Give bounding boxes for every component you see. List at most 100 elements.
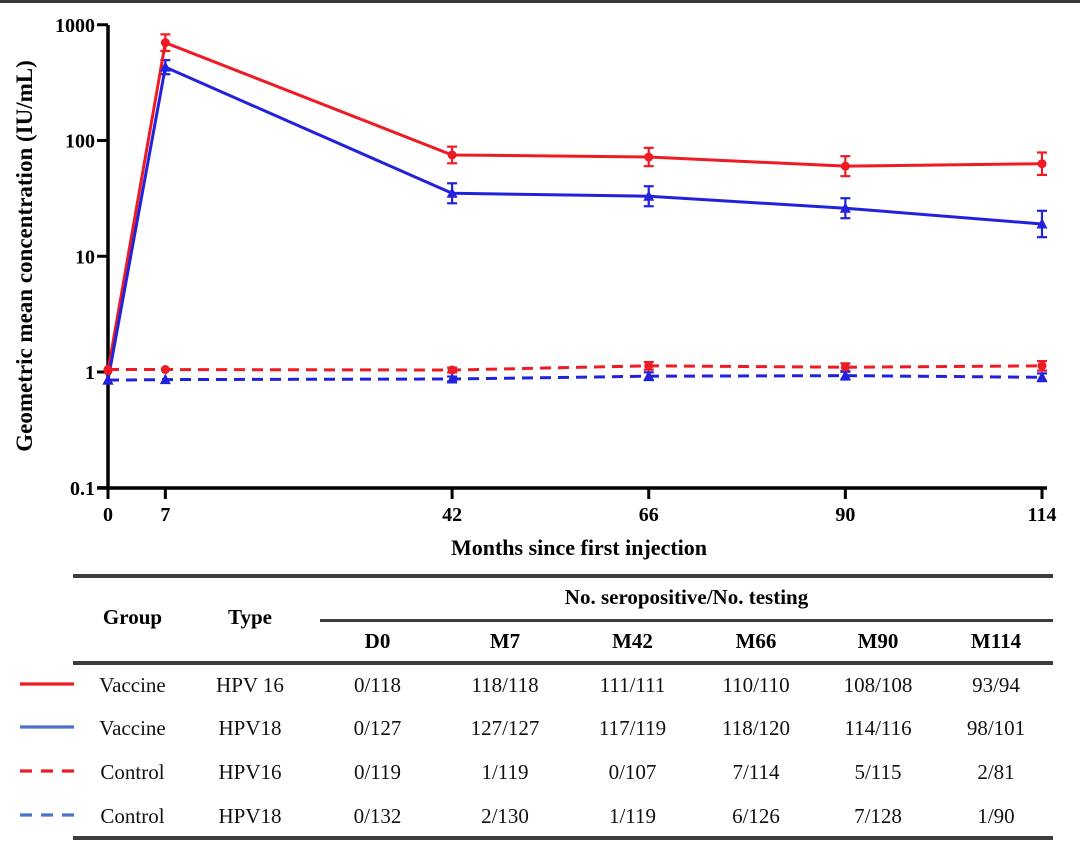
y-tick-label: 1 <box>85 362 95 384</box>
type-cell: HPV16 <box>218 760 282 784</box>
table-row-control-hpv16: Control HPV16 0/119 1/119 0/107 7/114 5/115 2/8… <box>20 751 1053 795</box>
data-point-triangle <box>1036 217 1048 229</box>
column-header-group: Group <box>102 605 163 629</box>
type-cell: HPV18 <box>218 803 282 828</box>
x-tick-label: 0 <box>103 504 113 526</box>
table-rule-bottom <box>73 836 1053 840</box>
group-cell: Control <box>100 803 165 828</box>
data-point-circle <box>644 152 654 162</box>
type-cell: HPV 16 <box>216 672 284 697</box>
value-cell-m90: 108/108 <box>843 672 913 697</box>
series-line-control-hpv16 <box>108 364 1043 372</box>
solid-line-swatch <box>20 673 80 698</box>
column-header-seropositive: No. seropositive/No. testing <box>564 585 809 609</box>
data-point-circle <box>840 161 850 171</box>
timepoint-header-m7: M7 <box>489 628 521 653</box>
group-cell: Control <box>100 760 165 784</box>
value-cell-d0: 0/127 <box>353 716 402 741</box>
value-cell-m114: 1/90 <box>977 803 1015 828</box>
data-point-circle <box>160 38 170 48</box>
data-point-triangle <box>839 369 851 381</box>
column-header-type: Type <box>228 605 272 629</box>
type-cell: HPV18 <box>218 716 282 741</box>
data-point-circle <box>1037 361 1047 371</box>
data-point-triangle <box>839 202 851 213</box>
value-cell-m114: 98/101 <box>966 716 1026 741</box>
value-cell-d0: 0/119 <box>353 760 402 784</box>
table-row-vaccine-hpv16: Vaccine HPV 16 0/118 118/118 111/111 110/110 1… <box>20 663 1053 707</box>
table-row-vaccine-hpv18: Vaccine HPV18 0/127 127/127 117/119 118/120 11… <box>20 707 1053 751</box>
x-tick-label: 42 <box>442 504 462 526</box>
data-point-circle <box>447 365 457 375</box>
data-point-triangle <box>1036 371 1048 382</box>
data-point-triangle <box>446 187 458 198</box>
value-cell-m66: 110/110 <box>722 672 790 697</box>
data-point-circle <box>447 150 457 160</box>
group-cell: Vaccine <box>99 672 166 697</box>
data-point-triangle <box>643 190 655 201</box>
value-cell-m7: 1/119 <box>481 760 529 784</box>
y-tick-label: 1000 <box>55 15 95 37</box>
axes <box>97 23 1047 499</box>
x-tick-label: 7 <box>160 504 170 526</box>
dashed-line-swatch <box>20 760 80 785</box>
value-cell-m114: 93/94 <box>972 672 1020 697</box>
series-line-vaccine-hpv-16 <box>106 40 1043 372</box>
axis-tick-labels: 1000 100 10 1 0.1 0 7 42 66 90 114 <box>55 15 1056 526</box>
series-markers <box>102 38 1048 385</box>
gmc-line-chart: Geometric mean concentration (IU/mL) 100… <box>12 15 1056 560</box>
value-cell-m42: 111/111 <box>599 672 666 697</box>
x-tick-label: 90 <box>835 504 855 526</box>
group-cell: Vaccine <box>99 716 166 741</box>
y-tick-label: 100 <box>65 131 95 153</box>
timepoint-header-d0: D0 <box>364 628 391 653</box>
value-cell-m66: 7/114 <box>732 760 780 784</box>
value-cell-m7: 2/130 <box>481 803 529 828</box>
value-cell-m7: 127/127 <box>470 716 540 741</box>
series-line-vaccine-hpv18 <box>106 65 1043 381</box>
page-top-border <box>0 0 1080 3</box>
value-cell-d0: 0/132 <box>353 803 402 828</box>
solid-line-swatch <box>20 716 80 741</box>
value-cell-m114: 2/81 <box>977 760 1015 784</box>
data-point-circle <box>840 362 850 372</box>
data-point-circle <box>160 365 170 375</box>
value-cell-m7: 118/118 <box>471 672 539 697</box>
data-point-triangle <box>102 374 114 385</box>
value-cell-m42: 117/119 <box>598 716 667 741</box>
data-point-circle <box>1037 159 1047 169</box>
y-axis-label: Geometric mean concentration (IU/mL) <box>12 60 37 452</box>
table-row-control-hpv18: Control HPV18 0/132 2/130 1/119 6/126 7/128 1/9… <box>20 794 1053 838</box>
value-cell-m90: 5/115 <box>854 760 902 784</box>
data-point-circle <box>103 365 113 375</box>
value-cell-m66: 118/120 <box>721 716 791 741</box>
data-point-triangle <box>159 61 171 72</box>
x-tick-label: 114 <box>1028 504 1057 526</box>
data-point-triangle <box>446 373 458 384</box>
data-point-triangle <box>159 373 171 385</box>
x-axis-label: Months since first injection <box>451 535 707 560</box>
data-point-triangle <box>643 370 655 381</box>
value-cell-d0: 0/118 <box>353 672 402 697</box>
value-cell-m90: 114/116 <box>844 716 912 741</box>
y-tick-label: 10 <box>75 246 95 268</box>
series-line-control-hpv18 <box>107 374 1043 382</box>
data-point-circle <box>644 361 654 371</box>
timepoint-header-m114: M114 <box>970 628 1022 653</box>
table-rule-subheader <box>320 619 1053 622</box>
timepoint-header-m42: M42 <box>612 628 653 653</box>
series-lines <box>106 40 1043 382</box>
value-cell-m42: 1/119 <box>608 803 657 828</box>
value-cell-m66: 6/126 <box>732 803 780 828</box>
dashed-line-swatch <box>20 804 80 829</box>
seropositive-table: Group Type No. seropositive/No. testing … <box>20 574 1053 844</box>
error-bars <box>160 33 1047 383</box>
timepoint-header-m90: M90 <box>857 628 899 653</box>
timepoint-header-m66: M66 <box>735 628 777 653</box>
table-rule-top <box>73 574 1053 578</box>
value-cell-m42: 0/107 <box>608 760 657 784</box>
timepoint-header-row: D0 M7 M42 M66 M90 M114 <box>20 621 1053 661</box>
y-tick-label: 0.1 <box>70 478 95 500</box>
x-tick-label: 66 <box>639 504 659 526</box>
